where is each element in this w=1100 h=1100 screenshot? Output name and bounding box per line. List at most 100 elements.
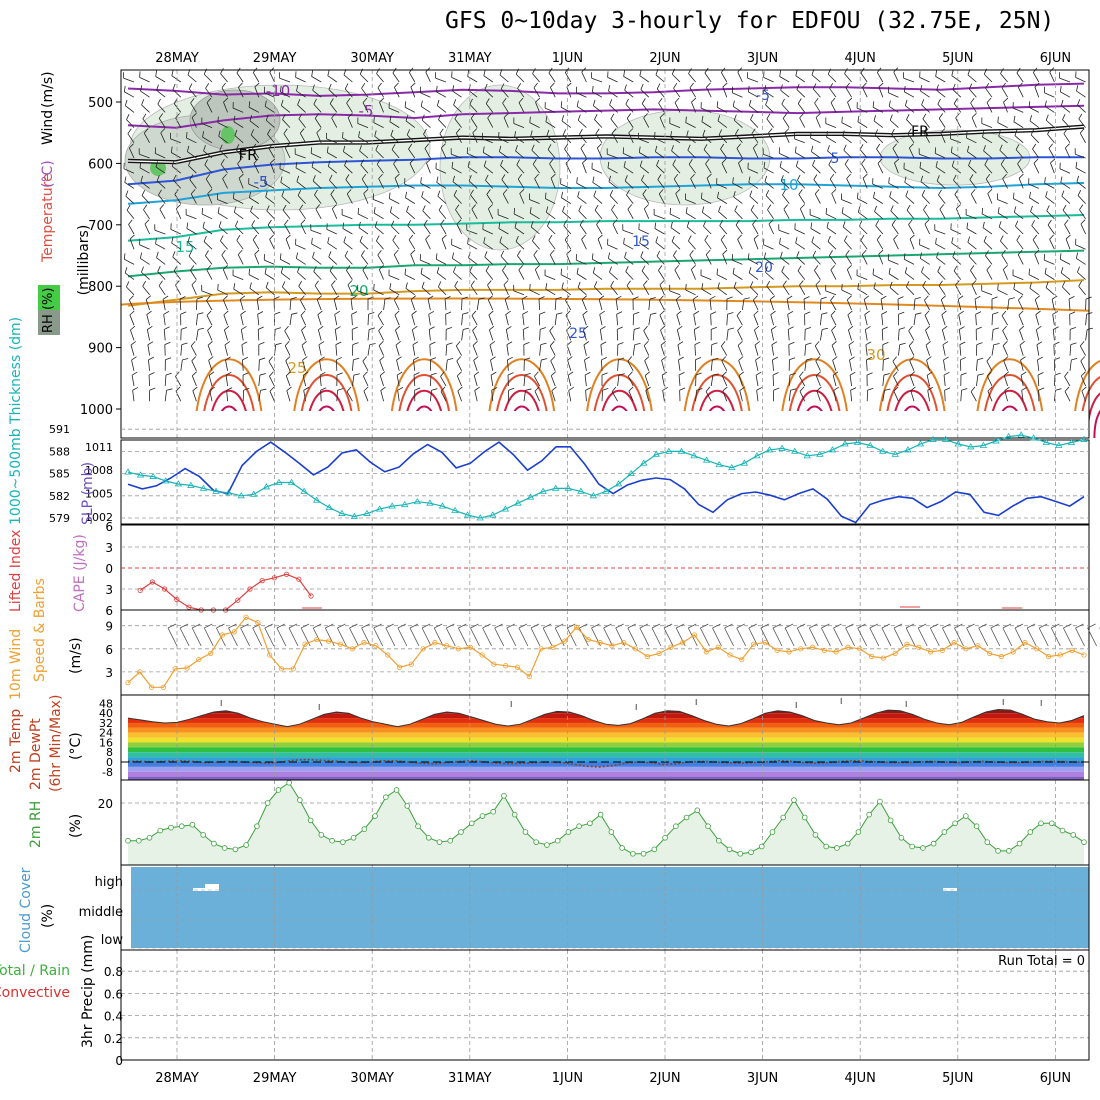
wind-barb-flag <box>406 129 411 136</box>
wind-barb <box>830 315 837 326</box>
wind-barb <box>125 195 135 204</box>
wind-barb <box>518 269 525 280</box>
wind-10m-barb-flag <box>300 623 310 629</box>
wind-barb-flag <box>219 144 223 151</box>
wind-barb-flag <box>327 237 330 244</box>
wind-barb <box>505 314 509 326</box>
wind-barb <box>733 119 743 128</box>
wind-barb <box>678 375 681 387</box>
wind-barb-flag <box>890 205 894 212</box>
wind-barb-flag <box>470 280 475 286</box>
wind-barb <box>148 374 150 387</box>
wind-barb <box>943 359 946 371</box>
wind-barb <box>396 375 400 387</box>
wind-barb <box>264 259 275 265</box>
wind-barb-flag <box>1081 371 1086 377</box>
wind-barb-flag <box>642 189 647 195</box>
wind-10m-barb <box>1038 627 1049 647</box>
wind-barb <box>265 119 275 128</box>
wind-barb <box>688 164 696 174</box>
slp-tick-label: 1005 <box>85 488 113 501</box>
wind-barb-flag <box>701 115 704 122</box>
wind-barb-flag <box>789 372 796 376</box>
wind-barb <box>872 106 883 113</box>
thickness-marker <box>627 469 635 476</box>
wind-barb-flag <box>391 220 395 227</box>
wind-barb <box>315 208 322 219</box>
thickness-marker <box>287 478 296 485</box>
thickness-marker <box>375 505 384 512</box>
wind-barb <box>394 314 400 326</box>
wind-barb <box>237 254 244 265</box>
wind-barb <box>877 163 884 174</box>
wind-barb <box>997 289 1008 296</box>
wind-barb-flag <box>633 311 640 315</box>
wind-barb <box>656 88 665 98</box>
wind-10m-barb-flag <box>700 623 709 629</box>
wind-barb-flag <box>411 310 417 315</box>
wind-barb-flag <box>592 99 596 106</box>
wind-barb <box>130 344 135 356</box>
wind-barb <box>831 193 837 204</box>
thickness-marker <box>539 487 547 494</box>
wind-barb-flag <box>849 356 855 361</box>
wind-10m-barb-flag <box>784 623 794 629</box>
wind-barb-flag <box>780 251 783 258</box>
wind-barb <box>205 255 213 265</box>
wind-barb-flag <box>754 325 760 331</box>
wind-barb-flag <box>549 158 554 165</box>
wind-barb <box>392 72 400 83</box>
wind-barb <box>1013 288 1024 296</box>
wind-barb-flag <box>515 235 519 242</box>
wind-barb-flag <box>797 265 802 272</box>
wind-barb-flag <box>242 372 249 376</box>
temperature-band <box>128 757 1084 762</box>
wind-barb-flag <box>484 83 488 90</box>
wind-barb <box>955 208 962 219</box>
wind-barb-flag <box>1036 325 1042 331</box>
wind-barb <box>514 136 525 144</box>
wind-barb-flag <box>794 146 797 153</box>
wind-barb-flag <box>857 115 860 122</box>
wind-barb <box>226 390 228 402</box>
wind-barb <box>752 224 759 235</box>
wind-barb-flag <box>1018 295 1023 301</box>
wind-barb-flag <box>358 221 361 228</box>
wind-barb-flag <box>926 371 933 376</box>
rh-marker <box>436 839 443 845</box>
wind-barb <box>140 90 150 98</box>
wind-barb-flag <box>376 68 380 74</box>
wind-barb-flag <box>567 371 574 376</box>
wind-barb <box>523 390 526 402</box>
wind-barb <box>594 286 603 296</box>
rh-marker <box>554 837 561 844</box>
wind-barb <box>771 344 774 356</box>
wind-barb-flag <box>909 356 915 361</box>
wind-10m-barb-flag <box>494 623 503 629</box>
wind-barb <box>250 134 260 144</box>
wind-barb <box>564 148 572 159</box>
temperature-contour-label: 30 <box>866 346 885 364</box>
wind-barb <box>860 240 868 250</box>
wind-barb <box>205 88 213 98</box>
wind-barb <box>864 329 868 341</box>
wind-unit-label: (m/s) <box>40 71 56 108</box>
lifted-index-marker <box>162 586 168 592</box>
wind-barb-flag <box>298 280 303 287</box>
thickness-marker <box>891 450 900 457</box>
rh-marker <box>318 832 325 838</box>
wind-10m-barb-flag <box>760 623 770 629</box>
temperature-band <box>128 771 1084 777</box>
wind-barb-flag <box>1063 128 1068 134</box>
wind-barb-flag <box>198 327 205 330</box>
wind-speed-marker <box>1069 647 1075 653</box>
wind-barb <box>876 148 884 159</box>
wind-barb <box>170 228 181 235</box>
wind-barb-flag <box>131 371 138 376</box>
wind-barb-flag <box>218 221 222 228</box>
wind-barb <box>749 105 759 113</box>
wind-barb <box>422 210 431 220</box>
wind-barb-flag <box>505 310 511 315</box>
wind-barb <box>284 147 291 159</box>
wind-barb <box>346 391 353 402</box>
